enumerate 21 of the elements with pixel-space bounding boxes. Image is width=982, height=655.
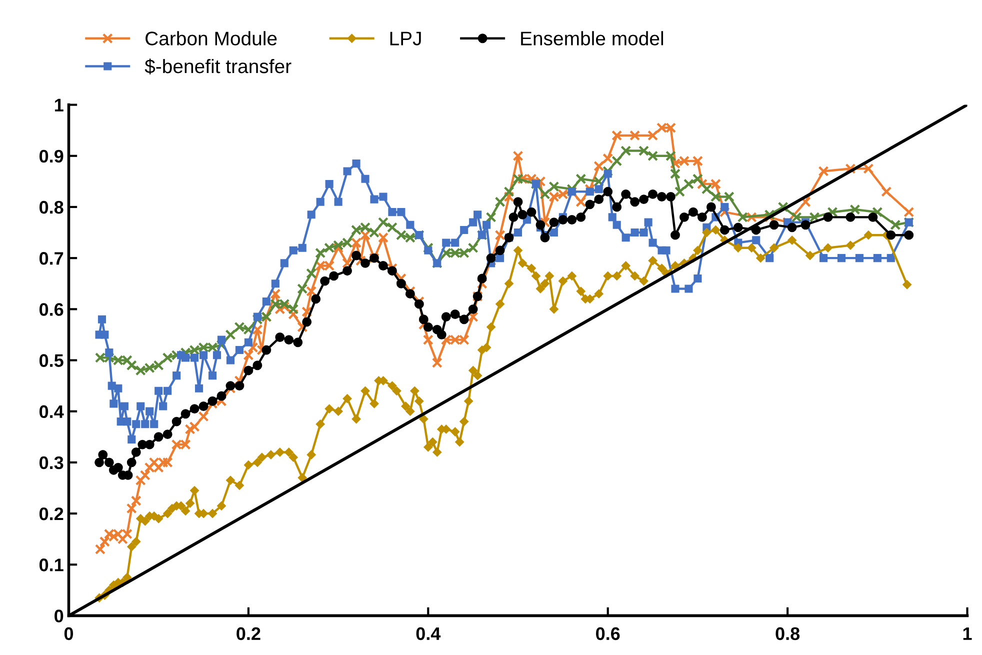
x-tick-label: 0.6 (596, 627, 620, 640)
y-tick-label: 0 (54, 610, 64, 622)
y-tick-label: 0.6 (39, 303, 64, 316)
legend-label: Ensemble model (521, 31, 664, 46)
legend-label: $-benefit transfer (144, 58, 292, 74)
legend-label: Carbon Module (146, 31, 277, 46)
y-tick-label: 1 (54, 98, 64, 112)
x-tick-label: 1 (963, 627, 972, 640)
legend-label: LPJ (390, 32, 421, 46)
x-tick-label: 0.2 (236, 627, 260, 640)
y-tick-label: 0.1 (39, 558, 64, 572)
x-tick-label: 0 (64, 627, 74, 640)
y-tick-label: 0.9 (39, 150, 64, 163)
x-tick-label: 0.4 (416, 627, 441, 640)
y-tick-label: 0.4 (39, 405, 64, 418)
x-tick-label: 0.8 (776, 627, 800, 640)
y-tick-label: 0.3 (39, 456, 64, 470)
y-tick-label: 0.7 (39, 252, 64, 265)
y-tick-label: 0.8 (39, 200, 64, 214)
y-tick-label: 0.2 (39, 507, 64, 520)
y-tick-label: 0.5 (39, 354, 64, 367)
